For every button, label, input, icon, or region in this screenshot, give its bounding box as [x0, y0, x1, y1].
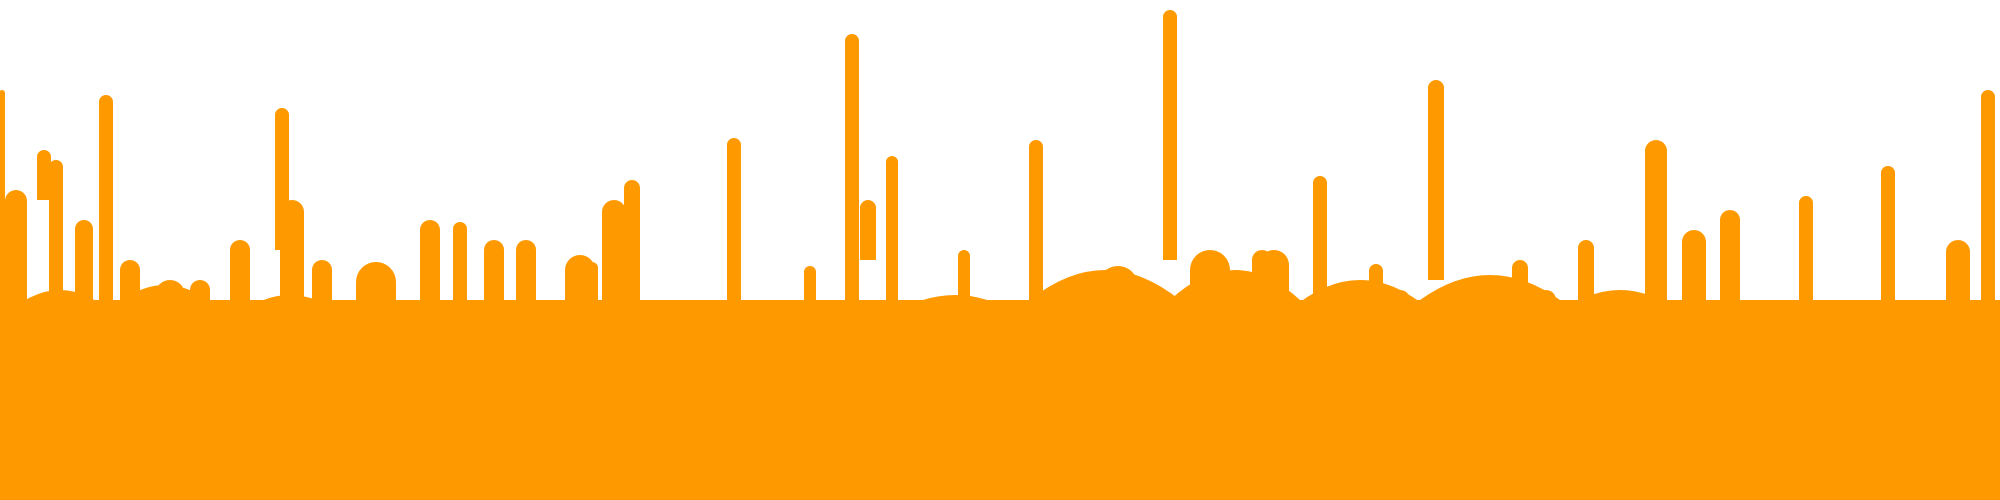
paint-pour-segment [100, 285, 230, 500]
paint-pour-segment [220, 295, 360, 500]
paint-drop-islands [0, 270, 2000, 500]
paint-pour-segment [1290, 280, 1430, 500]
paint-pour-segment [700, 335, 880, 500]
paint-pour-segment [1680, 325, 1830, 500]
paint-pour-segment [1420, 275, 1560, 500]
paint-pour-segment [460, 315, 600, 500]
paint-pour-segment [590, 325, 720, 500]
paint-pour-segment [1550, 290, 1690, 500]
paint-pour-segment [1820, 300, 2000, 500]
paint-pour-segment [350, 310, 470, 500]
paint-pour-segment [0, 290, 120, 500]
paint-pour-segment [1030, 270, 1180, 500]
paint-pour-segment [870, 295, 1040, 500]
paint-pour-segment [1170, 270, 1300, 500]
